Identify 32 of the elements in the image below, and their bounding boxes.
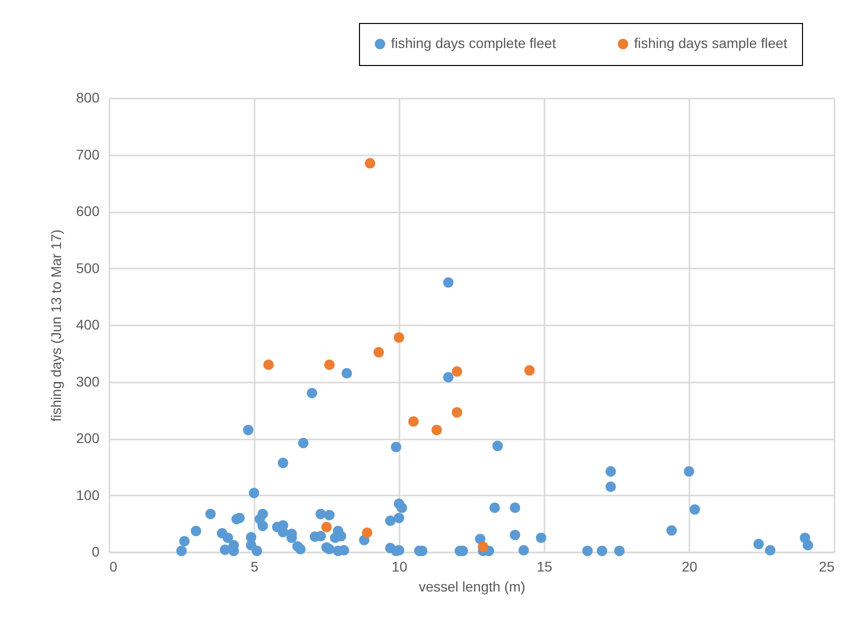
legend-label: fishing days complete fleet bbox=[391, 35, 556, 51]
point bbox=[324, 359, 335, 370]
point bbox=[321, 522, 332, 532]
point bbox=[478, 542, 488, 552]
y-tick-label: 700 bbox=[76, 146, 100, 162]
y-tick-label: 0 bbox=[92, 544, 100, 560]
x-tick-label: 15 bbox=[536, 558, 552, 574]
y-tick-label: 600 bbox=[76, 203, 100, 219]
y-tick-label: 800 bbox=[76, 90, 100, 106]
point bbox=[431, 424, 442, 436]
y-tick-label: 100 bbox=[76, 486, 100, 503]
y-tick-label: 400 bbox=[76, 316, 100, 332]
x-tick-label: 25 bbox=[818, 558, 835, 574]
x-tick-label: 20 bbox=[682, 558, 698, 574]
point bbox=[362, 527, 372, 538]
y-axis-title: fishing days (Jun 13 to Mar 17) bbox=[48, 229, 64, 422]
x-tick-label: 10 bbox=[392, 558, 408, 574]
point bbox=[452, 366, 462, 377]
point bbox=[364, 158, 376, 168]
x-tick-label: 5 bbox=[250, 558, 259, 574]
point bbox=[373, 347, 384, 358]
x-axis-title: vessel length (m) bbox=[418, 578, 526, 594]
y-tick-label: 200 bbox=[76, 430, 100, 446]
point bbox=[524, 365, 535, 376]
point bbox=[394, 332, 404, 343]
x-tick-label: 0 bbox=[110, 558, 118, 574]
y-tick-label: 500 bbox=[76, 260, 100, 276]
point bbox=[263, 359, 274, 370]
y-tick-label: 300 bbox=[76, 373, 100, 390]
point bbox=[408, 416, 419, 427]
point bbox=[452, 407, 462, 418]
legend-label: fishing days sample fleet bbox=[634, 35, 788, 51]
